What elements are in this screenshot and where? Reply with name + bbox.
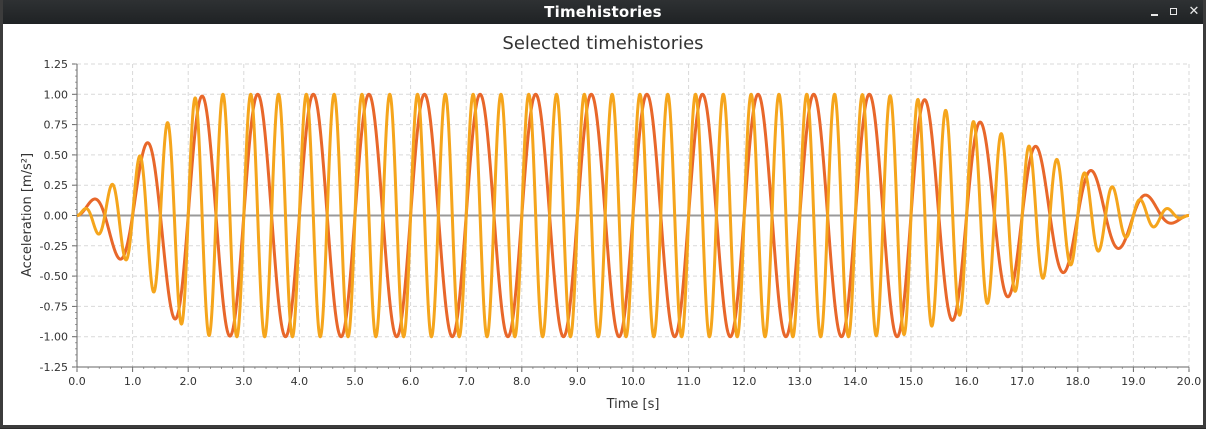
x-tick-label: 16.0 (954, 375, 979, 388)
y-tick-label: 1.00 (44, 88, 69, 101)
maximize-icon[interactable] (1166, 4, 1182, 20)
x-tick-label: 2.0 (179, 375, 197, 388)
tick-labels: 0.0 1.0 2.0 3.0 4.0 5.0 6.0 7.0 8.0 9.0 10.0 11.0 12… (40, 58, 1202, 388)
x-tick-label: 10.0 (621, 375, 646, 388)
series-line-2 (75, 92, 1191, 339)
y-tick-label: -0.75 (40, 300, 68, 313)
x-tick-label: 20.0 (1177, 375, 1202, 388)
x-tick-label: 12.0 (732, 375, 757, 388)
timehistory-chart: Selected timehistories Acceleration [m/s… (20, 33, 1202, 412)
x-axis-label: Time [s] (606, 397, 660, 412)
window-title: Timehistories (544, 3, 662, 21)
chart-title: Selected timehistories (502, 33, 703, 54)
x-tick-label: 13.0 (788, 375, 813, 388)
x-tick-label: 7.0 (457, 375, 475, 388)
x-tick-label: 6.0 (402, 375, 420, 388)
chart-panel: Selected timehistories Acceleration [m/s… (3, 24, 1203, 425)
y-tick-label: -1.00 (40, 331, 68, 344)
y-tick-label: -0.25 (40, 240, 68, 253)
y-tick-label: 0.00 (44, 210, 69, 223)
x-tick-label: 15.0 (899, 375, 924, 388)
x-tick-label: 1.0 (124, 375, 142, 388)
x-tick-label: 14.0 (843, 375, 868, 388)
x-tick-label: 19.0 (1121, 375, 1146, 388)
y-tick-label: 0.25 (44, 179, 69, 192)
y-tick-label: 1.25 (44, 58, 69, 71)
x-tick-label: 0.0 (68, 375, 86, 388)
window-titlebar[interactable]: Timehistories ✕ (3, 0, 1203, 24)
y-tick-label: -0.50 (40, 270, 68, 283)
x-tick-label: 3.0 (235, 375, 253, 388)
y-tick-label: -1.25 (40, 361, 68, 374)
x-tick-label: 11.0 (676, 375, 701, 388)
x-tick-label: 8.0 (513, 375, 531, 388)
x-tick-label: 9.0 (569, 375, 587, 388)
x-tick-label: 17.0 (1010, 375, 1035, 388)
x-tick-label: 4.0 (291, 375, 309, 388)
x-tick-label: 18.0 (1066, 375, 1091, 388)
y-tick-label: 0.50 (44, 149, 69, 162)
minimize-icon[interactable] (1147, 4, 1163, 20)
x-tick-label: 5.0 (346, 375, 364, 388)
y-tick-label: 0.75 (44, 119, 69, 132)
series-layer (75, 92, 1191, 339)
y-axis-label: Acceleration [m/s²] (20, 153, 35, 277)
close-icon[interactable]: ✕ (1188, 4, 1200, 19)
